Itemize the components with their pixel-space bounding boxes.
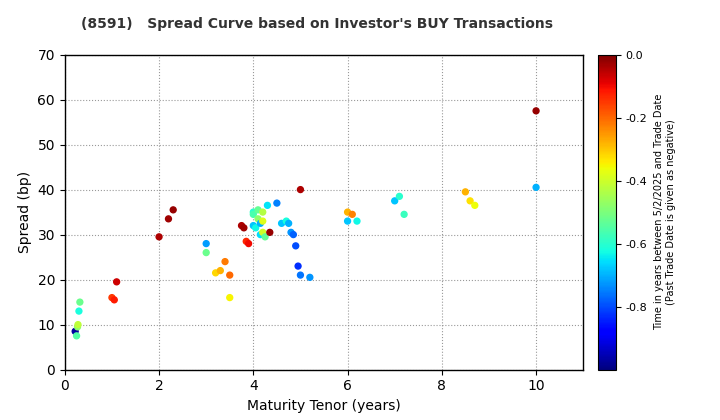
Text: (8591)   Spread Curve based on Investor's BUY Transactions: (8591) Spread Curve based on Investor's … [81, 17, 553, 31]
Point [106, 294, 117, 301]
Point [346, 211, 358, 218]
Point [257, 209, 269, 215]
Point [292, 263, 304, 270]
Point [210, 270, 221, 276]
Point [342, 209, 354, 215]
Point [200, 249, 212, 256]
Point [342, 218, 354, 224]
Point [281, 218, 292, 224]
Point [469, 202, 480, 209]
Point [238, 224, 250, 231]
Point [109, 297, 120, 303]
Point [257, 218, 269, 224]
Point [200, 240, 212, 247]
Point [163, 215, 174, 222]
Point [257, 229, 269, 236]
Point [304, 274, 315, 281]
Point [248, 222, 259, 229]
Point [72, 321, 84, 328]
Point [248, 209, 259, 215]
Point [235, 222, 247, 229]
Point [271, 200, 283, 207]
Point [261, 202, 273, 209]
Point [224, 272, 235, 278]
Point [252, 207, 264, 213]
Point [398, 211, 410, 218]
X-axis label: Maturity Tenor (years): Maturity Tenor (years) [247, 399, 401, 413]
Point [285, 229, 297, 236]
Point [243, 240, 254, 247]
Point [74, 299, 86, 305]
Point [73, 308, 85, 315]
Point [111, 278, 122, 285]
Y-axis label: Time in years between 5/2/2025 and Trade Date
(Past Trade Date is given as negat: Time in years between 5/2/2025 and Trade… [654, 94, 675, 330]
Point [351, 218, 363, 224]
Point [531, 184, 542, 191]
Point [168, 207, 179, 213]
Point [255, 220, 266, 227]
Point [459, 189, 471, 195]
Point [224, 294, 235, 301]
Y-axis label: Spread (bp): Spread (bp) [18, 171, 32, 253]
Point [252, 215, 264, 222]
Point [294, 186, 306, 193]
Point [220, 258, 231, 265]
Point [69, 328, 81, 335]
Point [290, 242, 302, 249]
Point [264, 229, 276, 236]
Point [215, 267, 226, 274]
Point [259, 234, 271, 240]
Point [283, 220, 294, 227]
Point [389, 197, 400, 204]
Point [394, 193, 405, 199]
Point [287, 231, 299, 238]
Point [248, 211, 259, 218]
Point [240, 238, 252, 245]
Point [255, 231, 266, 238]
Point [153, 234, 165, 240]
Point [72, 323, 84, 330]
Point [294, 272, 306, 278]
Point [250, 224, 261, 231]
Point [464, 197, 476, 204]
Point [71, 333, 82, 339]
Point [531, 108, 542, 114]
Point [276, 220, 287, 227]
